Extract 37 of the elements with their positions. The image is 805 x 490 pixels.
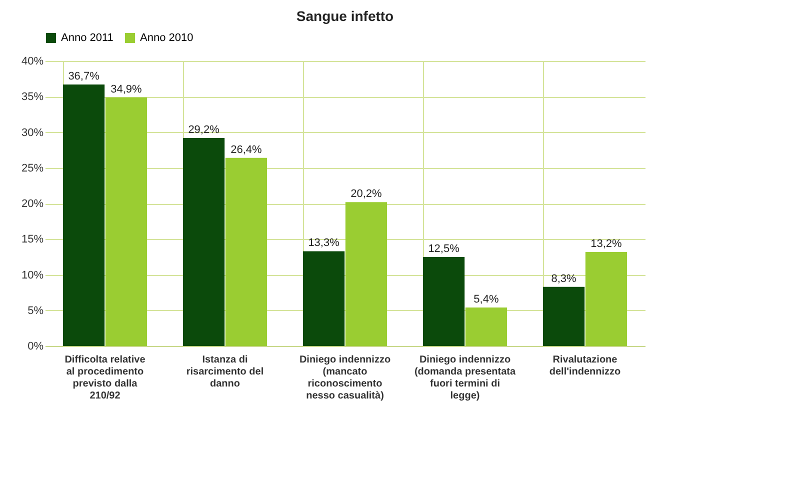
bar: [183, 138, 225, 346]
y-tick-label: 40%: [21, 56, 44, 68]
data-label: 12,5%: [428, 242, 460, 255]
bar: [585, 252, 627, 346]
x-tick-label: Difficolta relative al procedimento previsto dalla 210/92: [64, 354, 146, 402]
y-tick-label: 25%: [21, 162, 44, 174]
bar: [63, 84, 105, 346]
data-label: 34,9%: [110, 83, 142, 96]
x-tick-label: Diniego indennizzo (domanda presentata fuori termini di legge): [414, 354, 516, 402]
bar: [225, 158, 267, 346]
bar: [465, 308, 507, 346]
y-tick-label: 5%: [28, 304, 44, 317]
y-tick-label: 15%: [21, 234, 44, 246]
data-label: 13,3%: [308, 237, 340, 250]
data-label: 13,2%: [590, 238, 622, 250]
data-label: 29,2%: [188, 124, 220, 136]
x-tick-label: Rivalutazione dell'indennizzo: [549, 354, 621, 378]
data-label: 20,2%: [350, 188, 382, 200]
bar: [423, 256, 465, 346]
x-tick-label: Istanza di risarcimento del danno: [186, 354, 264, 390]
y-tick-label: 20%: [21, 198, 44, 210]
data-label: 36,7%: [68, 70, 100, 83]
data-label: 26,4%: [230, 144, 262, 156]
x-tick-label: Diniego indennizzo (mancato riconoscimento nesso casualità): [299, 354, 391, 402]
bar: [303, 251, 345, 346]
data-label: 8,3%: [551, 272, 577, 285]
legend-label: Anno 2011: [61, 32, 114, 44]
chart-title: Sangue infetto: [296, 8, 394, 24]
data-label: 5,4%: [474, 294, 499, 306]
y-tick-label: 10%: [21, 269, 44, 282]
bar: [543, 286, 585, 346]
y-tick-label: 0%: [28, 340, 44, 352]
y-tick-label: 30%: [21, 126, 44, 139]
legend-label: Anno 2010: [140, 32, 194, 44]
bar: [105, 97, 147, 346]
y-tick-label: 35%: [21, 91, 44, 104]
bar: [345, 202, 387, 346]
